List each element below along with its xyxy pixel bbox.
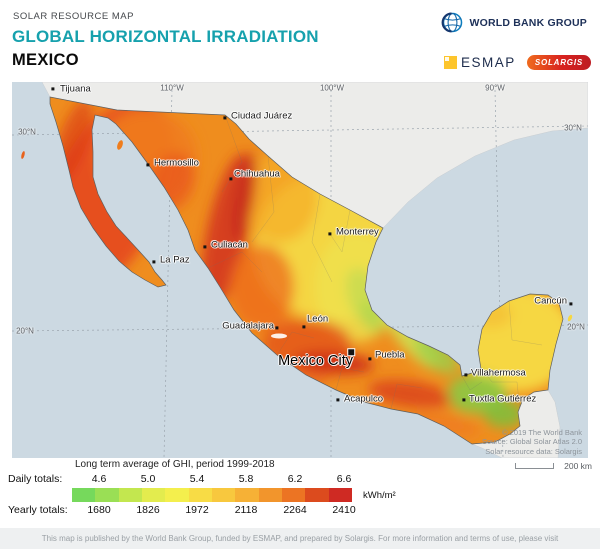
legend-tick-value: 1680 xyxy=(87,504,111,516)
copyright-line: Solar resource data: Solargis xyxy=(485,446,582,456)
scale-label: 200 km xyxy=(564,461,592,471)
legend-color-segment xyxy=(141,488,166,502)
mexico-ghi-map: Tijuana Ciudad Juárez Hermosillo Chihuahua C… xyxy=(12,82,588,458)
esmap-logo-text: ESMAP xyxy=(461,55,516,70)
world-bank-logo-text: WORLD BANK GROUP xyxy=(469,16,587,29)
legend-color-segment xyxy=(328,488,352,502)
brand-logos: ESMAP SOLARGIS xyxy=(444,55,591,70)
kicker-label: SOLAR RESOURCE MAP xyxy=(13,11,134,22)
legend-color-segment xyxy=(235,488,259,502)
country-title: MEXICO xyxy=(12,51,79,69)
legend-color-segment xyxy=(305,488,329,502)
legend-tick-value: 5.8 xyxy=(238,473,254,485)
legend-color-segment xyxy=(281,488,306,502)
legend-tick-value: 1972 xyxy=(185,504,209,516)
legend-tick-value: 6.6 xyxy=(336,473,352,485)
world-bank-logo: WORLD BANK GROUP xyxy=(441,11,587,34)
legend-color-segment xyxy=(188,488,212,502)
legend-color-segment xyxy=(118,488,142,502)
footer-text: This map is published by the World Bank … xyxy=(41,534,559,543)
legend-tick-value: 5.4 xyxy=(189,473,205,485)
legend-color-segment xyxy=(258,488,282,502)
page-title: GLOBAL HORIZONTAL IRRADIATION xyxy=(12,27,319,46)
copyright-line: © 2019 The World Bank xyxy=(502,427,582,437)
legend-tick-value: 2410 xyxy=(332,504,356,516)
world-bank-globe-icon xyxy=(442,12,463,33)
legend-tick-value: 2264 xyxy=(283,504,307,516)
scale-bar: 200 km xyxy=(515,461,592,471)
legend-title: Long term average of GHI, period 1999-20… xyxy=(75,459,275,470)
solargis-badge: SOLARGIS xyxy=(526,55,591,70)
legend-daily-values: 4.6 5.0 5.4 5.8 6.2 6.6 xyxy=(72,473,352,485)
legend-color-segment xyxy=(72,488,96,502)
legend-yearly-label: Yearly totals: xyxy=(8,504,68,516)
legend-color-segment xyxy=(95,488,119,502)
map-canvas xyxy=(12,82,588,458)
legend-tick-value: 2118 xyxy=(234,504,258,516)
legend-unit: kWh/m² xyxy=(363,490,396,501)
legend-tick-value: 6.2 xyxy=(287,473,303,485)
scale-bracket xyxy=(515,463,555,469)
mexico-outline xyxy=(49,96,564,445)
esmap-logo: ESMAP xyxy=(444,55,516,70)
esmap-icon xyxy=(444,56,458,69)
footer-bar: This map is published by the World Bank … xyxy=(0,528,600,549)
legend-tick-value: 5.0 xyxy=(140,473,156,485)
legend-tick-value: 4.6 xyxy=(91,473,107,485)
legend: Long term average of GHI, period 1999-20… xyxy=(0,456,430,522)
state-boundaries xyxy=(207,114,561,413)
legend-tick-value: 1826 xyxy=(136,504,160,516)
legend-color-segment xyxy=(211,488,236,502)
islands xyxy=(21,140,573,322)
legend-colorbar xyxy=(72,488,352,502)
copyright-line: Source: Global Solar Atlas 2.0 xyxy=(481,437,582,446)
legend-color-segment xyxy=(165,488,189,502)
lake-chapala xyxy=(271,333,287,339)
legend-daily-label: Daily totals: xyxy=(8,473,63,485)
map-copyright: © 2019 The World Bank Source: Global Sol… xyxy=(482,428,582,457)
legend-yearly-values: 1680 1826 1972 2118 2264 2410 xyxy=(72,504,356,516)
